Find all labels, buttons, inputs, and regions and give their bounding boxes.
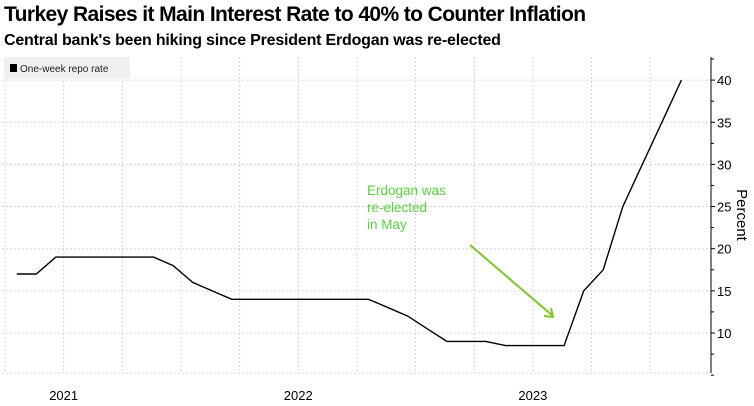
annotation: Erdogan was re-elected in May	[367, 183, 555, 319]
y-tick-label: 20	[717, 242, 731, 257]
arrow-head-icon	[543, 307, 555, 319]
x-tick-label: 2021	[49, 388, 78, 403]
x-axis-labels: 2021 2022 2023	[49, 388, 547, 403]
legend-swatch	[10, 64, 17, 72]
y-axis-label: Percent	[733, 189, 750, 242]
grid	[2, 57, 711, 374]
chart-title: Turkey Raises it Main Interest Rate to 4…	[4, 3, 586, 26]
chart-subtitle: Central bank's been hiking since Preside…	[4, 32, 501, 49]
annotation-arrow	[469, 244, 554, 317]
y-tick-label: 35	[717, 115, 731, 130]
x-tick-label: 2022	[284, 388, 313, 403]
annotation-text-line: in May	[367, 217, 407, 232]
x-tick-label: 2023	[518, 388, 547, 403]
y-tick-label: 25	[717, 200, 731, 215]
legend: One-week repo rate	[4, 57, 130, 79]
y-tick-label: 40	[717, 73, 731, 88]
y-tick-label: 10	[717, 326, 731, 341]
legend-background	[4, 57, 130, 79]
y-tick-label: 15	[717, 284, 731, 299]
annotation-text-line: Erdogan was	[367, 183, 446, 198]
series-line-repo-rate	[16, 79, 683, 347]
y-tick-label: 30	[717, 157, 731, 172]
annotation-text-line: re-elected	[367, 200, 427, 215]
y-axis: 10 15 20 25 30 35 40	[710, 57, 731, 376]
legend-label: One-week repo rate	[20, 64, 109, 75]
